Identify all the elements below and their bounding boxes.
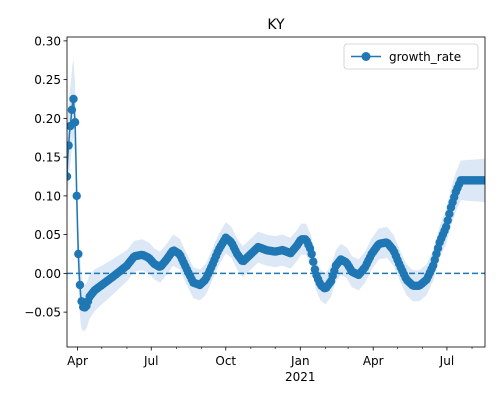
legend-label: growth_rate: [389, 50, 461, 64]
data-point: [72, 191, 81, 201]
data-point: [67, 172, 72, 181]
chart-title: KY: [267, 17, 285, 33]
y-tick-label: 0.05: [34, 228, 61, 242]
data-point: [443, 216, 452, 225]
legend: growth_rate: [343, 43, 479, 70]
legend-box: [343, 43, 479, 70]
data-point: [307, 249, 316, 259]
axes: −0.05 0.00 0.05 0.10 0.15 0.20 0.25 0.30 Apr Jul O…: [24, 34, 486, 384]
data-point: [67, 141, 73, 150]
data-point: [74, 249, 83, 259]
y-tick-label: 0.30: [34, 34, 61, 48]
x-tick-label: Jul: [143, 354, 158, 368]
x-tick-label: Apr: [363, 354, 384, 368]
y-tick-label: −0.05: [24, 306, 61, 320]
growth-rate-markers: [67, 94, 485, 312]
legend-marker-sample: [361, 52, 371, 61]
confidence-band: [67, 60, 485, 332]
axes-frame: [66, 36, 486, 348]
data-point: [441, 222, 451, 232]
data-point: [70, 118, 80, 127]
data-point: [445, 209, 454, 219]
x-tick-label: Jul: [439, 354, 454, 368]
y-tick-label: 0.20: [34, 112, 61, 126]
data-point: [67, 105, 77, 115]
y-tick-label: 0.15: [34, 151, 61, 165]
x-tick-year-label: 2021: [285, 370, 316, 384]
data-point: [69, 94, 78, 104]
y-tick-label: 0.25: [34, 73, 61, 87]
data-point: [75, 280, 85, 290]
data-point: [309, 257, 318, 266]
x-tick-label: Oct: [215, 354, 236, 368]
x-tick-label: Apr: [67, 354, 88, 368]
plot-area: [67, 60, 485, 332]
y-tick-label: 0.00: [34, 267, 61, 281]
y-tick-label: 0.10: [34, 189, 61, 203]
data-point: [480, 176, 485, 185]
x-tick-label: Jan: [290, 354, 310, 368]
